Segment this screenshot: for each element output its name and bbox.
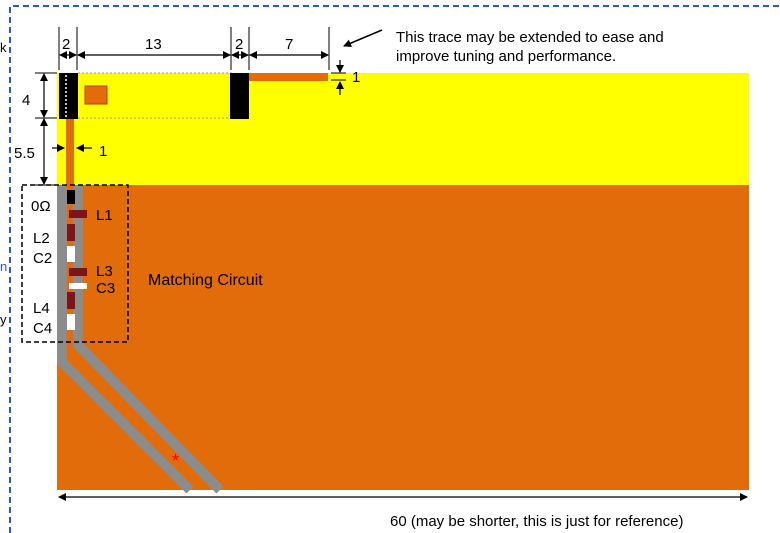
label-l3: L3 xyxy=(96,263,113,280)
dim-label-4: 4 xyxy=(22,92,30,109)
note-line-2: improve tuning and performance. xyxy=(396,48,616,65)
dashed-frame xyxy=(9,5,780,533)
board-clearance-area xyxy=(57,73,749,185)
label-c2: C2 xyxy=(33,250,52,267)
label-c3: C3 xyxy=(96,280,115,297)
capacitor-c2 xyxy=(67,246,75,262)
label-l4: L4 xyxy=(33,300,50,317)
inductor-l3 xyxy=(69,268,87,276)
note-arrow xyxy=(343,29,383,47)
dim-label-13: 13 xyxy=(145,36,162,53)
clipped-fragment-n: n xyxy=(0,259,8,274)
label-c4: C4 xyxy=(33,320,52,337)
clipped-fragment-y: y xyxy=(0,312,7,327)
trace-width-label: 1 xyxy=(352,69,360,86)
note-line-1: This trace may be extended to ease and xyxy=(396,29,664,46)
capacitor-c3 xyxy=(69,283,87,289)
feed-width-label: 1 xyxy=(99,143,107,160)
dim-label-2b: 2 xyxy=(235,36,243,53)
capacitor-c4 xyxy=(67,314,75,330)
feed-trace-left xyxy=(57,185,194,494)
inductor-l4 xyxy=(67,292,75,309)
label-r0: 0Ω xyxy=(31,198,51,215)
resistor-0ohm xyxy=(67,190,75,204)
width-dim-label: 60 (may be shorter, this is just for ref… xyxy=(390,513,683,530)
left-short-pad xyxy=(59,73,78,119)
inductor-l1 xyxy=(69,210,87,218)
matching-circuit-box xyxy=(21,184,129,343)
board-ground-plane xyxy=(57,185,749,490)
antenna-extension-trace xyxy=(248,73,328,81)
dim-label-2a: 2 xyxy=(62,36,70,53)
inductor-l2 xyxy=(67,224,75,241)
label-l2: L2 xyxy=(33,230,50,247)
clipped-fragment-k: k xyxy=(0,40,7,55)
dim-label-7: 7 xyxy=(285,36,293,53)
matching-circuit-label: Matching Circuit xyxy=(148,272,263,289)
feed-square-pad xyxy=(84,85,108,105)
mid-pad xyxy=(230,73,249,119)
feed-line xyxy=(66,118,74,188)
feed-point-marker: * xyxy=(172,451,179,471)
feed-trace-right xyxy=(73,185,224,494)
dim-label-5-5: 5.5 xyxy=(14,145,35,162)
label-l1: L1 xyxy=(96,207,113,224)
